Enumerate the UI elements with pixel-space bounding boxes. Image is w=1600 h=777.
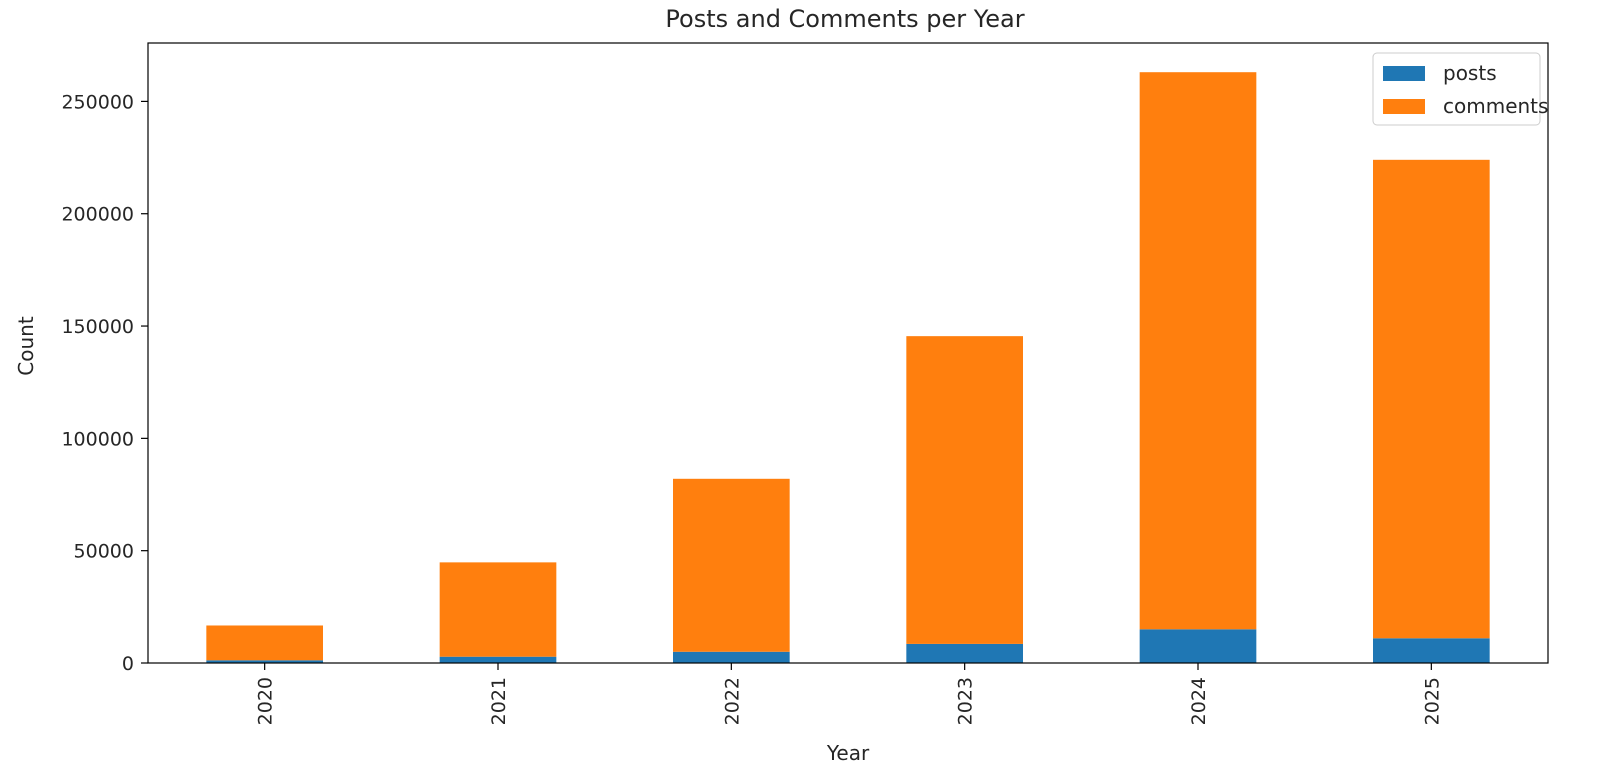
plot-area <box>206 72 1490 663</box>
y-tick-label: 50000 <box>74 541 134 563</box>
legend-label-comments: comments <box>1443 94 1548 118</box>
chart-title: Posts and Comments per Year <box>665 5 1024 33</box>
plot-frame <box>147 42 1549 664</box>
bar-posts-2020 <box>206 660 323 663</box>
y-tick-label: 150000 <box>61 316 134 338</box>
legend-swatch-posts <box>1383 66 1425 81</box>
legend-label-posts: posts <box>1443 61 1497 85</box>
bar-comments-2024 <box>1139 72 1257 630</box>
y-tick-label: 250000 <box>61 91 134 113</box>
x-tick-label: 2020 <box>255 677 277 725</box>
legend-swatch-comments <box>1383 99 1425 114</box>
x-tick-label: 2025 <box>1421 677 1443 725</box>
bar-posts-2022 <box>673 651 790 663</box>
bar-comments-2020 <box>206 625 323 661</box>
x-tick-label: 2024 <box>1188 677 1210 725</box>
x-axis-label: Year <box>826 741 870 765</box>
x-axis: 2020 2021 2022 2023 2024 2025 <box>255 663 1443 725</box>
bar-posts-2023 <box>906 643 1023 663</box>
bar-comments-2022 <box>673 478 790 652</box>
bar-comments-2025 <box>1373 159 1490 639</box>
bar-posts-2025 <box>1373 638 1490 663</box>
y-tick-label: 100000 <box>61 428 134 450</box>
bar-posts-2024 <box>1139 629 1257 663</box>
y-axis-label: Count <box>14 316 38 376</box>
bar-comments-2023 <box>906 336 1023 644</box>
x-tick-label: 2022 <box>721 677 743 725</box>
y-tick-label: 0 <box>122 653 134 675</box>
bar-comments-2021 <box>439 562 557 657</box>
legend: posts comments <box>1372 52 1548 126</box>
y-tick-label: 200000 <box>61 204 134 226</box>
bar-posts-2021 <box>439 656 557 663</box>
x-tick-label: 2021 <box>488 677 510 725</box>
y-axis: 0 50000 100000 150000 200000 250000 <box>61 91 148 675</box>
x-tick-label: 2023 <box>955 677 977 725</box>
